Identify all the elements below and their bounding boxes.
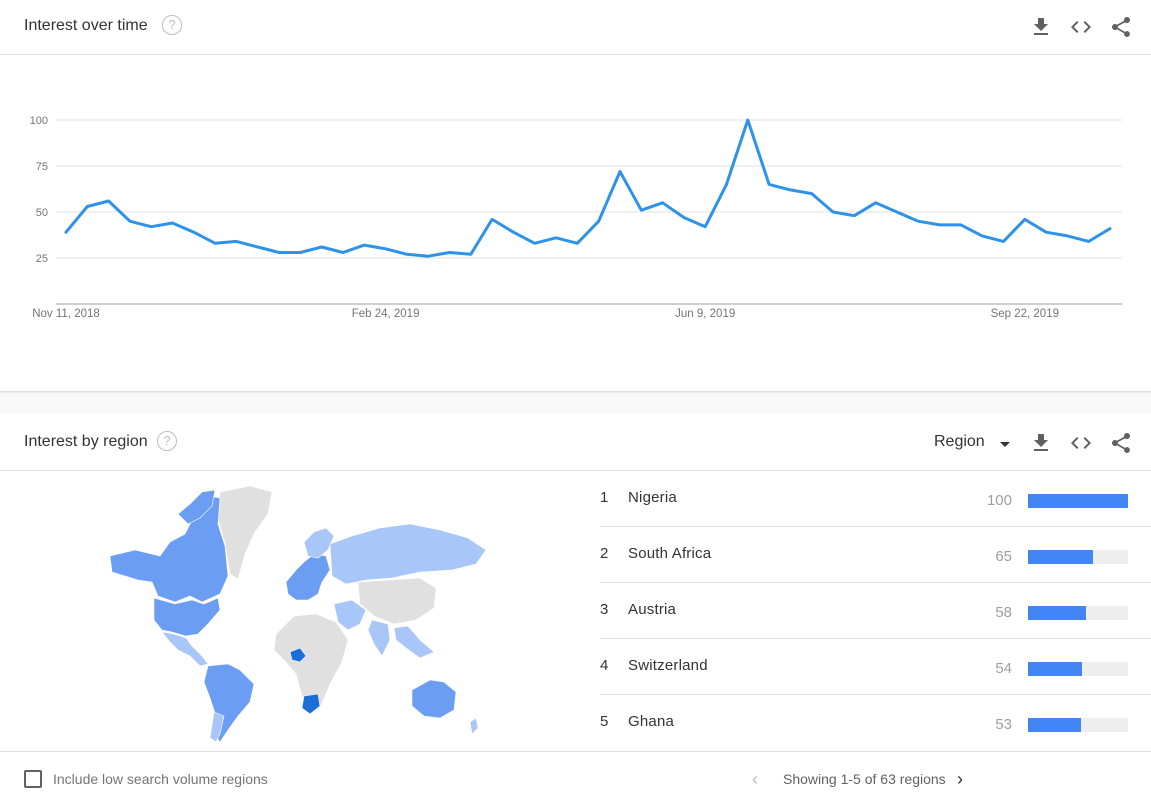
- region-bar-track: [1028, 606, 1128, 620]
- help-circle-icon[interactable]: ?: [157, 431, 177, 451]
- interest-over-time-card: Interest over time ? 25 50 75 100 Nov 11, 2…: [0, 0, 1151, 391]
- ranking-row[interactable]: 2 South Africa 65: [600, 527, 1151, 583]
- map-region-nigeria[interactable]: [289, 647, 307, 663]
- x-tick-label: Feb 24, 2019: [352, 308, 420, 320]
- region-bar-track: [1028, 718, 1128, 732]
- ranking-row[interactable]: 5 Ghana 53: [600, 695, 1151, 751]
- rank-number: 3: [600, 601, 609, 618]
- map-region-south-africa[interactable]: [301, 693, 321, 715]
- card-title: Interest over time: [24, 17, 148, 34]
- map-region-australia[interactable]: [411, 679, 457, 719]
- region-selector[interactable]: Region: [934, 433, 985, 450]
- rank-number: 5: [600, 713, 609, 730]
- ranking-row[interactable]: 3 Austria 58: [600, 583, 1151, 639]
- ranking-row[interactable]: 4 Switzerland 54: [600, 639, 1151, 695]
- x-axis-ticks: Nov 11, 2018 Feb 24, 2019 Jun 9, 2019 Sep 2…: [32, 308, 1059, 320]
- region-bar-fill: [1028, 494, 1128, 508]
- pager-text: Showing 1-5 of 63 regions: [783, 771, 946, 787]
- region-value: 65: [995, 548, 1012, 565]
- interest-series-line: [64, 118, 1112, 258]
- interest-by-region-card: Interest by region ? Region: [0, 414, 1151, 805]
- region-name[interactable]: South Africa: [628, 545, 712, 562]
- map-region-southeast-asia[interactable]: [393, 625, 435, 659]
- dropdown-arrow-icon[interactable]: [1000, 442, 1010, 447]
- map-region-europe[interactable]: [285, 553, 331, 601]
- card-header: Interest by region ? Region: [0, 414, 1151, 471]
- region-name[interactable]: Ghana: [628, 713, 675, 730]
- rank-number: 4: [600, 657, 609, 674]
- region-name[interactable]: Austria: [628, 601, 677, 618]
- y-tick-label: 100: [30, 115, 48, 127]
- y-axis-ticks: 25 50 75 100: [30, 115, 48, 265]
- chevron-right-icon[interactable]: ›: [957, 769, 963, 789]
- x-tick-label: Nov 11, 2018: [32, 308, 100, 320]
- share-icon[interactable]: [1109, 15, 1133, 39]
- help-circle-icon[interactable]: ?: [162, 15, 182, 35]
- download-icon[interactable]: [1029, 15, 1053, 39]
- checkbox-label: Include low search volume regions: [53, 771, 268, 787]
- world-map[interactable]: [90, 484, 510, 744]
- map-region-middle-east[interactable]: [333, 599, 367, 631]
- embed-icon[interactable]: [1069, 15, 1093, 39]
- card-title: Interest by region: [24, 433, 148, 450]
- region-bar-track: [1028, 494, 1128, 508]
- map-region-arctic-islands[interactable]: [177, 489, 216, 525]
- rank-number: 2: [600, 545, 609, 562]
- y-tick-label: 25: [36, 253, 48, 265]
- x-tick-label: Jun 9, 2019: [675, 308, 735, 320]
- map-region-china[interactable]: [357, 577, 437, 625]
- region-value: 100: [986, 492, 1012, 509]
- region-value: 58: [995, 604, 1012, 621]
- chevron-left-icon[interactable]: ‹: [752, 769, 758, 789]
- region-name[interactable]: Switzerland: [628, 657, 708, 674]
- chart-grid: [56, 119, 1122, 259]
- y-tick-label: 50: [36, 207, 48, 219]
- embed-icon[interactable]: [1069, 431, 1093, 455]
- map-region-russia[interactable]: [329, 523, 487, 585]
- region-name[interactable]: Nigeria: [628, 489, 677, 506]
- region-bar-track: [1028, 550, 1128, 564]
- map-region-south-america-south[interactable]: [209, 711, 225, 743]
- map-region-africa[interactable]: [273, 613, 349, 715]
- region-bar-fill: [1028, 718, 1081, 732]
- region-value: 53: [995, 716, 1012, 733]
- map-region-india[interactable]: [367, 619, 391, 657]
- rank-number: 1: [600, 489, 609, 506]
- x-tick-label: Sep 22, 2019: [991, 308, 1059, 320]
- region-bar-fill: [1028, 662, 1082, 676]
- region-bar-track: [1028, 662, 1128, 676]
- map-region-mexico[interactable]: [161, 631, 209, 667]
- ranking-row[interactable]: 1 Nigeria 100: [600, 471, 1151, 527]
- region-footer: Include low search volume regions ‹ Show…: [0, 751, 1151, 806]
- map-region-usa[interactable]: [153, 597, 221, 637]
- low-volume-checkbox[interactable]: [24, 770, 42, 788]
- map-region-greenland[interactable]: [217, 485, 273, 580]
- region-bar-fill: [1028, 606, 1086, 620]
- y-tick-label: 75: [36, 161, 48, 173]
- share-icon[interactable]: [1109, 431, 1133, 455]
- map-region-scandinavia[interactable]: [303, 527, 335, 559]
- region-bar-fill: [1028, 550, 1093, 564]
- map-region-canada[interactable]: [109, 495, 229, 603]
- download-icon[interactable]: [1029, 431, 1053, 455]
- interest-line-chart: 25 50 75 100 Nov 11, 2018 Feb 24, 2019 Jun 9,…: [30, 115, 1122, 320]
- map-region-new-zealand[interactable]: [469, 717, 479, 735]
- card-header: Interest over time ?: [0, 0, 1151, 55]
- region-value: 54: [995, 660, 1012, 677]
